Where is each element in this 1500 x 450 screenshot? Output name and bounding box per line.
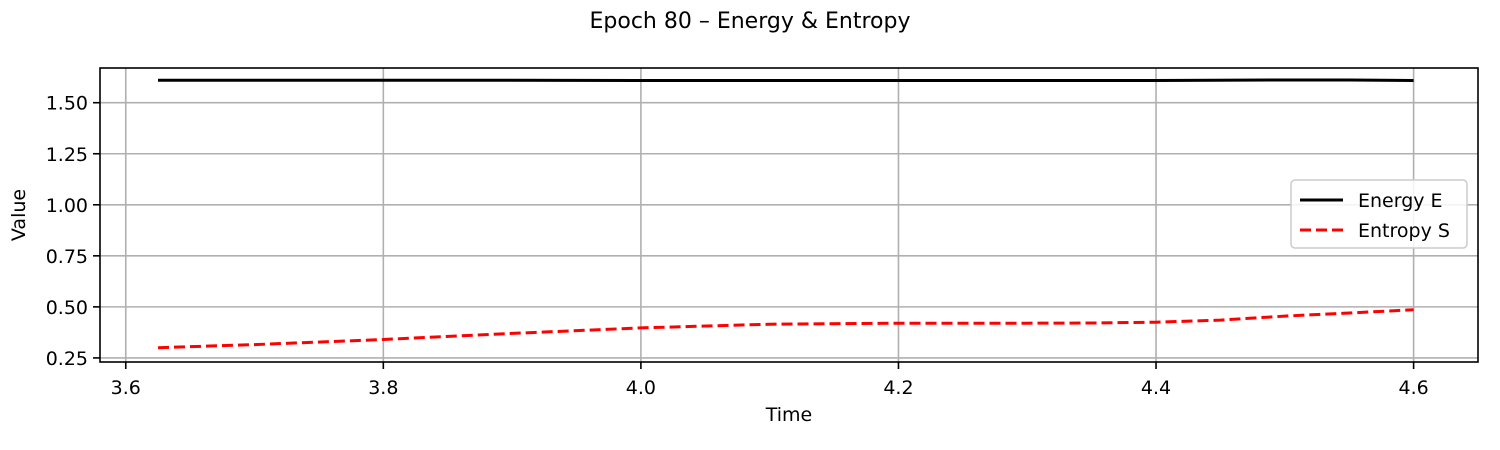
- x-tick-label: 3.8: [368, 377, 398, 399]
- axis-ticks: 3.6 3.8 4.0 4.2 4.4 4.6 0.25 0.50 0.75 1.00 1.25 1.…: [46, 93, 1429, 399]
- legend-label: Entropy S: [1358, 220, 1450, 242]
- chart-title: Epoch 80 – Energy & Entropy: [590, 9, 911, 34]
- y-axis-label: Value: [8, 189, 30, 241]
- legend-label: Energy E: [1358, 190, 1443, 212]
- series-layer: [157, 78, 1414, 350]
- y-tick-label: 0.50: [46, 297, 88, 319]
- series-line-entropy: [157, 308, 1414, 350]
- x-tick-label: 3.6: [111, 377, 141, 399]
- plot-frame: [99, 67, 1479, 363]
- y-tick-label: 1.00: [46, 195, 88, 217]
- series-line-energy: [158, 78, 1414, 82]
- x-axis-label: Time: [765, 404, 813, 426]
- legend: Energy E Entropy S: [1290, 179, 1468, 249]
- x-tick-label: 4.0: [626, 377, 656, 399]
- x-tick-label: 4.2: [883, 377, 913, 399]
- y-tick-label: 0.25: [46, 348, 88, 370]
- x-tick-label: 4.4: [1141, 377, 1171, 399]
- x-tick-label: 4.6: [1398, 377, 1428, 399]
- y-tick-label: 1.25: [46, 144, 88, 166]
- grid: [100, 68, 1478, 362]
- y-tick-label: 1.50: [46, 93, 88, 115]
- y-tick-label: 0.75: [46, 246, 88, 268]
